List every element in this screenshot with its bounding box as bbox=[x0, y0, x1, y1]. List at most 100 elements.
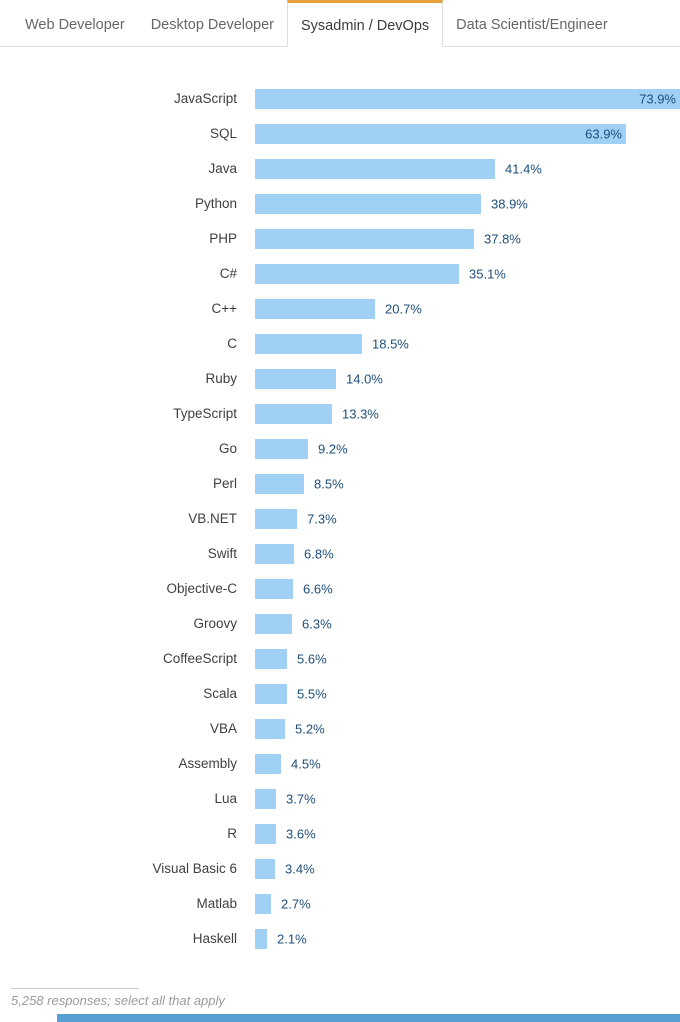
value-label: 2.1% bbox=[277, 931, 307, 946]
tab-bar: Web Developer Desktop Developer Sysadmin… bbox=[0, 0, 680, 47]
bar bbox=[255, 193, 481, 214]
category-label: Perl bbox=[212, 476, 237, 491]
bar bbox=[255, 613, 292, 634]
next-chart-bar-sliver bbox=[57, 1014, 680, 1022]
value-label: 14.0% bbox=[346, 371, 383, 386]
bar-track: 2.1% bbox=[255, 928, 680, 949]
bar-track: 5.5% bbox=[255, 683, 680, 704]
bar-track: 41.4% bbox=[255, 158, 680, 179]
value-label: 4.5% bbox=[291, 756, 321, 771]
value-label: 9.2% bbox=[318, 441, 348, 456]
chart-footnote: 5,258 responses; select all that apply bbox=[11, 988, 225, 1008]
bar bbox=[255, 928, 267, 949]
bar bbox=[255, 683, 287, 704]
bar bbox=[255, 263, 459, 284]
chart-row: Perl 8.5% bbox=[0, 466, 680, 501]
value-label: 20.7% bbox=[385, 301, 422, 316]
chart-row: C 18.5% bbox=[0, 326, 680, 361]
tab-web-developer[interactable]: Web Developer bbox=[25, 17, 125, 33]
category-label: Go bbox=[218, 441, 237, 456]
category-label: CoffeeScript bbox=[162, 651, 237, 666]
bar bbox=[255, 788, 276, 809]
value-label: 73.9% bbox=[639, 91, 676, 106]
category-label: PHP bbox=[209, 231, 237, 246]
category-label: Ruby bbox=[205, 371, 237, 386]
bar-track: 7.3% bbox=[255, 508, 680, 529]
bar bbox=[255, 753, 281, 774]
category-label: Matlab bbox=[196, 896, 237, 911]
bar bbox=[255, 88, 680, 109]
bar-track: 6.6% bbox=[255, 578, 680, 599]
bar-track: 63.9% bbox=[255, 123, 680, 144]
value-label: 38.9% bbox=[491, 196, 528, 211]
chart-row: Go 9.2% bbox=[0, 431, 680, 466]
value-label: 35.1% bbox=[469, 266, 506, 281]
category-label: VBA bbox=[209, 721, 237, 736]
category-label: Groovy bbox=[193, 616, 237, 631]
category-label: Scala bbox=[203, 686, 237, 701]
bar bbox=[255, 228, 474, 249]
bar bbox=[255, 508, 297, 529]
chart-row: CoffeeScript 5.6% bbox=[0, 641, 680, 676]
bar bbox=[255, 473, 304, 494]
bar bbox=[255, 158, 495, 179]
tab-data-scientist-engineer[interactable]: Data Scientist/Engineer bbox=[456, 17, 608, 33]
category-label: Visual Basic 6 bbox=[152, 861, 237, 876]
chart-row: Lua 3.7% bbox=[0, 781, 680, 816]
category-label: Haskell bbox=[192, 931, 237, 946]
bar-track: 2.7% bbox=[255, 893, 680, 914]
value-label: 6.3% bbox=[302, 616, 332, 631]
value-label: 2.7% bbox=[281, 896, 311, 911]
value-label: 41.4% bbox=[505, 161, 542, 176]
chart-row: PHP 37.8% bbox=[0, 221, 680, 256]
value-label: 3.4% bbox=[285, 861, 315, 876]
category-label: C bbox=[227, 336, 237, 351]
category-label: Python bbox=[194, 196, 237, 211]
category-label: Java bbox=[208, 161, 237, 176]
chart-row: Assembly 4.5% bbox=[0, 746, 680, 781]
bar-track: 35.1% bbox=[255, 263, 680, 284]
value-label: 3.6% bbox=[286, 826, 316, 841]
chart-row: Haskell 2.1% bbox=[0, 921, 680, 956]
value-label: 6.8% bbox=[304, 546, 334, 561]
category-label: Swift bbox=[207, 546, 237, 561]
bar bbox=[255, 123, 626, 144]
chart-row: Scala 5.5% bbox=[0, 676, 680, 711]
bar bbox=[255, 648, 287, 669]
value-label: 6.6% bbox=[303, 581, 333, 596]
tab-desktop-developer[interactable]: Desktop Developer bbox=[150, 17, 275, 33]
value-label: 8.5% bbox=[314, 476, 344, 491]
category-label: JavaScript bbox=[173, 91, 237, 106]
bar-track: 3.7% bbox=[255, 788, 680, 809]
category-label: R bbox=[227, 826, 237, 841]
category-label: Assembly bbox=[178, 756, 237, 771]
language-bar-chart: JavaScript 73.9% SQL 63.9% Java 41.4% Python 38… bbox=[0, 47, 680, 956]
chart-row: JavaScript 73.9% bbox=[0, 81, 680, 116]
bar bbox=[255, 893, 271, 914]
bar-track: 13.3% bbox=[255, 403, 680, 424]
chart-row: R 3.6% bbox=[0, 816, 680, 851]
bar-track: 3.4% bbox=[255, 858, 680, 879]
category-label: SQL bbox=[209, 126, 237, 141]
bar-track: 73.9% bbox=[255, 88, 680, 109]
chart-row: C# 35.1% bbox=[0, 256, 680, 291]
value-label: 37.8% bbox=[484, 231, 521, 246]
category-label: Lua bbox=[214, 791, 237, 806]
category-label: VB.NET bbox=[188, 511, 237, 526]
bar-track: 18.5% bbox=[255, 333, 680, 354]
chart-row: SQL 63.9% bbox=[0, 116, 680, 151]
value-label: 5.6% bbox=[297, 651, 327, 666]
value-label: 63.9% bbox=[585, 126, 622, 141]
chart-row: Visual Basic 6 3.4% bbox=[0, 851, 680, 886]
bar bbox=[255, 333, 362, 354]
chart-row: TypeScript 13.3% bbox=[0, 396, 680, 431]
category-label: C# bbox=[219, 266, 237, 281]
bar-track: 3.6% bbox=[255, 823, 680, 844]
bar bbox=[255, 298, 375, 319]
bar bbox=[255, 718, 285, 739]
value-label: 5.5% bbox=[297, 686, 327, 701]
responses-note: 5,258 responses; select all that apply bbox=[11, 993, 225, 1008]
tab-sysadmin-devops[interactable]: Sysadmin / DevOps bbox=[287, 0, 444, 47]
chart-row: VB.NET 7.3% bbox=[0, 501, 680, 536]
